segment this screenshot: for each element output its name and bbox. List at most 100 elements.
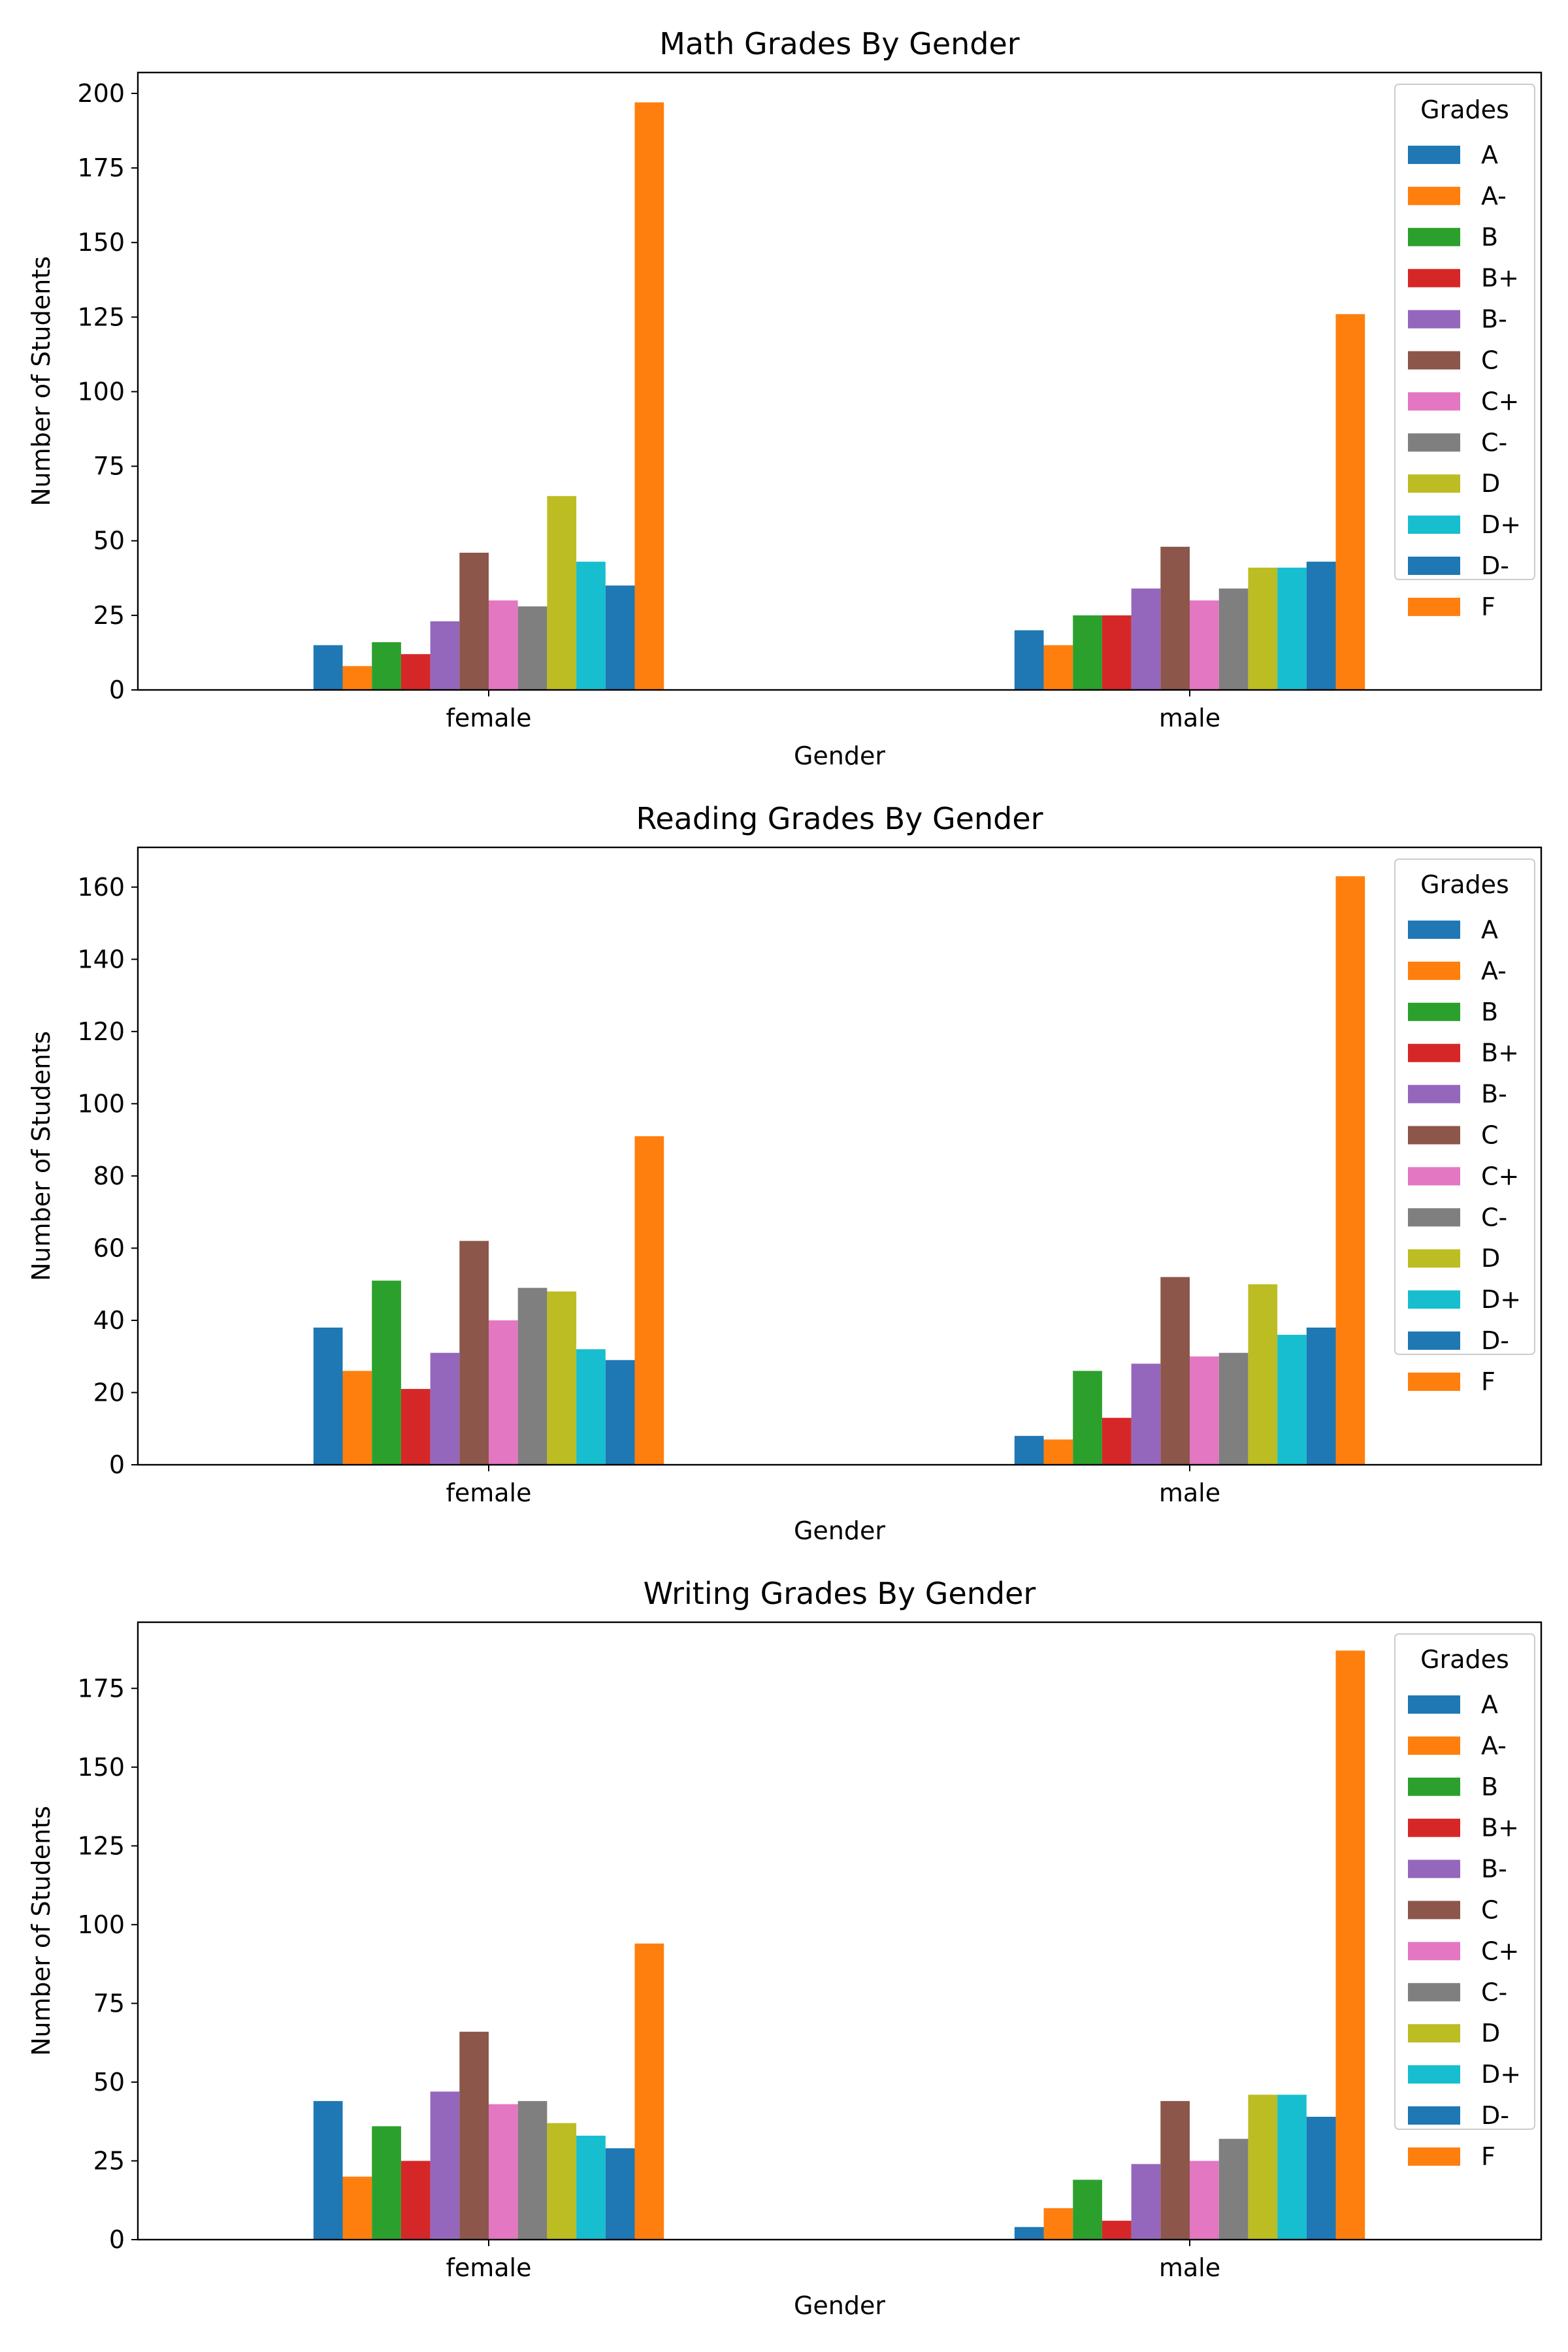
legend-label: B+ bbox=[1481, 1814, 1519, 1842]
legend-label: A bbox=[1481, 1690, 1498, 1719]
legend-label: C+ bbox=[1481, 1936, 1519, 1965]
legend-swatch bbox=[1408, 146, 1460, 164]
legend-label: D+ bbox=[1481, 1285, 1521, 1314]
axes-frame bbox=[137, 846, 1543, 1466]
bar-d-female bbox=[547, 496, 577, 690]
legend-label: B bbox=[1481, 223, 1498, 252]
bar-f-male bbox=[1335, 876, 1365, 1465]
bar-cplus-female bbox=[489, 600, 518, 690]
legend-swatch bbox=[1408, 1695, 1460, 1714]
bar-b-male bbox=[1073, 615, 1102, 690]
legend-swatch bbox=[1408, 2147, 1460, 2166]
bar-c-male bbox=[1160, 2100, 1190, 2240]
bar-d-male bbox=[1248, 1284, 1278, 1465]
legend-swatch bbox=[1408, 186, 1460, 205]
bar-b-female bbox=[372, 642, 401, 690]
bar-bminus-male bbox=[1131, 588, 1161, 690]
bar-f-female bbox=[634, 1943, 664, 2240]
legend-swatch bbox=[1408, 1167, 1460, 1186]
bar-cplus-male bbox=[1190, 600, 1219, 690]
bar-d-female bbox=[547, 1291, 577, 1465]
legend-label: D bbox=[1481, 469, 1500, 498]
bar-aminus-female bbox=[342, 1371, 372, 1465]
legend-swatch bbox=[1408, 1777, 1460, 1796]
legend-title: Grades bbox=[1420, 95, 1509, 124]
legend-swatch bbox=[1408, 961, 1460, 980]
legend-title: Grades bbox=[1420, 870, 1509, 899]
bar-bminus-male bbox=[1131, 2164, 1161, 2240]
legend-label: B bbox=[1481, 998, 1498, 1026]
legend-label: D+ bbox=[1481, 2060, 1521, 2089]
bar-f-female bbox=[634, 102, 664, 690]
bar-dplus-male bbox=[1277, 2095, 1307, 2240]
bar-f-male bbox=[1335, 314, 1365, 690]
legend-label: B+ bbox=[1481, 264, 1519, 293]
bar-dminus-male bbox=[1306, 2116, 1336, 2240]
x-tick-label: female bbox=[446, 1478, 532, 1507]
y-tick-label: 175 bbox=[77, 154, 125, 182]
bar-f-male bbox=[1335, 1650, 1365, 2240]
legend-swatch bbox=[1408, 557, 1460, 575]
y-tick-label: 80 bbox=[93, 1162, 125, 1190]
legend-label: D bbox=[1481, 1244, 1500, 1273]
legend-swatch bbox=[1408, 2106, 1460, 2125]
bar-aminus-male bbox=[1043, 2208, 1073, 2240]
y-tick-label: 0 bbox=[109, 1450, 125, 1479]
legend: Grades A A- B B+ B- C C+ C- D D+ D- F bbox=[1394, 858, 1535, 1396]
y-tick-label: 100 bbox=[77, 1089, 125, 1118]
bar-f-female bbox=[634, 1136, 664, 1465]
x-axis-label: Gender bbox=[794, 2291, 885, 2320]
bar-a-female bbox=[313, 645, 343, 690]
axes-frame bbox=[137, 1621, 1543, 2241]
bar-bplus-female bbox=[400, 654, 431, 690]
legend-label: D- bbox=[1481, 551, 1509, 580]
legend-label: A bbox=[1481, 915, 1498, 944]
legend-swatch bbox=[1408, 1859, 1460, 1878]
legend-swatch bbox=[1408, 1901, 1460, 1919]
legend-label: B- bbox=[1481, 305, 1507, 334]
legend-label: D+ bbox=[1481, 510, 1521, 539]
bar-dminus-female bbox=[605, 1360, 635, 1465]
legend-swatch bbox=[1408, 1942, 1460, 1961]
legend-box bbox=[1394, 858, 1535, 1355]
bar-aminus-female bbox=[342, 666, 372, 690]
bar-a-female bbox=[313, 2100, 343, 2240]
legend: Grades A A- B B+ B- C C+ C- D D+ D- F bbox=[1394, 84, 1535, 621]
bar-dminus-female bbox=[605, 2148, 635, 2240]
y-tick-label: 75 bbox=[93, 1989, 125, 2017]
bar-dplus-female bbox=[576, 1349, 606, 1465]
legend-swatch bbox=[1408, 1983, 1460, 2002]
legend-label: C bbox=[1481, 1896, 1499, 1925]
legend-swatch bbox=[1408, 1085, 1460, 1103]
legend-swatch bbox=[1408, 1818, 1460, 1837]
bar-d-male bbox=[1248, 567, 1278, 690]
legend-label: C- bbox=[1481, 428, 1507, 457]
legend-label: C+ bbox=[1481, 387, 1519, 416]
legend-swatch bbox=[1408, 2024, 1460, 2043]
y-tick-label: 175 bbox=[77, 1674, 125, 1703]
bar-a-male bbox=[1014, 630, 1044, 690]
bar-aminus-male bbox=[1043, 1439, 1073, 1465]
x-axis-label: Gender bbox=[794, 742, 885, 770]
y-tick-label: 100 bbox=[77, 1910, 125, 1939]
bar-a-male bbox=[1014, 1435, 1044, 1465]
bar-aminus-male bbox=[1043, 645, 1073, 690]
y-tick-label: 160 bbox=[77, 873, 125, 902]
bar-dminus-male bbox=[1306, 561, 1336, 690]
bar-cminus-female bbox=[517, 2100, 547, 2240]
bar-c-male bbox=[1160, 546, 1190, 690]
y-tick-label: 150 bbox=[77, 1753, 125, 1782]
y-tick-label: 50 bbox=[93, 527, 125, 555]
legend-label: D bbox=[1481, 2019, 1500, 2048]
bar-aminus-female bbox=[342, 2176, 372, 2240]
legend-swatch bbox=[1408, 1002, 1460, 1021]
bar-b-female bbox=[372, 2126, 401, 2240]
y-tick-label: 75 bbox=[93, 452, 125, 481]
legend-swatch bbox=[1408, 1249, 1460, 1268]
legend-box bbox=[1394, 84, 1535, 580]
bar-dplus-male bbox=[1277, 567, 1307, 690]
legend-label: F bbox=[1481, 1367, 1495, 1396]
legend-swatch bbox=[1408, 2065, 1460, 2084]
y-tick-label: 200 bbox=[77, 79, 125, 108]
